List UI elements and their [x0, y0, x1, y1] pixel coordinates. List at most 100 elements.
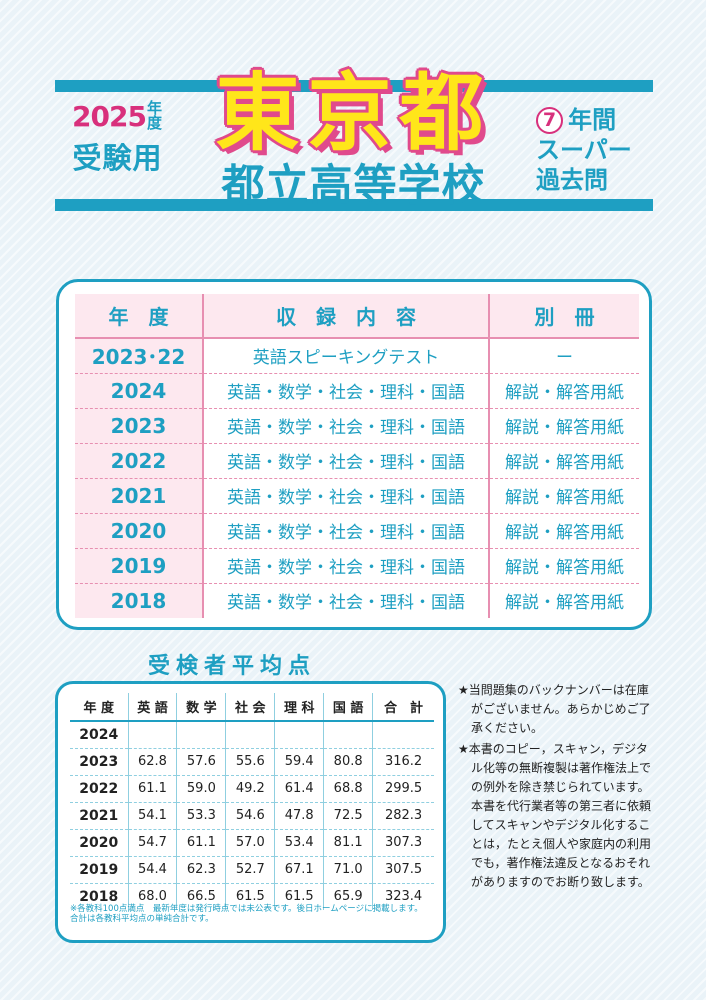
avg-japanese: 81.1	[323, 829, 373, 857]
row-year: 2022	[75, 443, 203, 479]
avg-total: 307.3	[372, 829, 434, 857]
avg-japanese: 72.5	[323, 802, 373, 830]
row-year: 2023	[75, 408, 203, 444]
row-subjects: 英語・数学・社会・理科・国語	[202, 548, 489, 584]
row-supplement: ー	[488, 338, 639, 374]
avg-total: 316.2	[372, 748, 434, 776]
header-contents: 収 録 内 容	[202, 294, 489, 339]
contents-row: 2024 英語・数学・社会・理科・国語 解説・解答用紙	[75, 373, 639, 409]
row-subjects: 英語・数学・社会・理科・国語	[202, 513, 489, 549]
avg-japanese: 80.8	[323, 748, 373, 776]
avg-year: 2021	[70, 802, 128, 830]
average-row: 2024	[70, 721, 434, 749]
avg-english: 54.7	[127, 829, 177, 857]
side-notes: ★当問題集のバックナンバーは在庫がございません。あらかじめご了承ください。 ★本…	[458, 681, 658, 894]
contents-row: 2019 英語・数学・社会・理科・国語 解説・解答用紙	[75, 548, 639, 584]
avg-total: 307.5	[372, 856, 434, 884]
avg-english: 68.0	[127, 883, 177, 910]
year-suffix: 年度	[146, 99, 162, 132]
header-year: 年 度	[75, 294, 203, 339]
row-subjects: 英語・数学・社会・理科・国語	[202, 443, 489, 479]
row-year: 2023･22	[75, 338, 203, 374]
avg-english: 54.4	[127, 856, 177, 884]
header-left-block: 2025年度 受験用	[55, 100, 180, 192]
contents-row: 2018 英語・数学・社会・理科・国語 解説・解答用紙	[75, 583, 639, 618]
average-score-panel: 年 度 英 語 数 学 社 会 理 科 国 語 合 計 2024 2023	[55, 681, 446, 943]
row-subjects: 英語・数学・社会・理科・国語	[202, 373, 489, 409]
avg-social: 52.7	[225, 856, 275, 884]
avg-japanese	[323, 721, 373, 749]
side-note-backnumber: ★当問題集のバックナンバーは在庫がございません。あらかじめご了承ください。	[458, 683, 651, 735]
average-row: 2022 61.1 59.0 49.2 61.4 68.8 299.5	[70, 775, 434, 803]
average-note-2: 合計は各教科平均点の単純合計です。	[70, 914, 214, 924]
years-number-badge: 7	[536, 107, 563, 134]
row-year: 2024	[75, 373, 203, 409]
contents-panel: 年 度 収 録 内 容 別 冊 2023･22 英語スピーキングテスト ー 20…	[56, 279, 652, 630]
average-row: 2021 54.1 53.3 54.6 47.8 72.5 282.3	[70, 802, 434, 830]
title-block: 東京都 都立高等学校	[186, 66, 521, 212]
kako-label: 過去問	[536, 166, 608, 194]
avg-social: 57.0	[225, 829, 275, 857]
avg-english	[127, 721, 177, 749]
header-band-bottom	[55, 199, 653, 211]
side-note-copyright: ★本書のコピー，スキャン，デジタル化等の無断複製は著作権法上での例外を除き禁じら…	[458, 742, 652, 889]
avg-science: 61.5	[274, 883, 324, 910]
avg-social: 55.6	[225, 748, 275, 776]
contents-row: 2023 英語・数学・社会・理科・国語 解説・解答用紙	[75, 408, 639, 444]
contents-row: 2020 英語・数学・社会・理科・国語 解説・解答用紙	[75, 513, 639, 549]
avg-year: 2022	[70, 775, 128, 803]
title-main: 東京都	[215, 64, 492, 162]
row-year: 2021	[75, 478, 203, 514]
row-year: 2019	[75, 548, 203, 584]
avg-japanese: 71.0	[323, 856, 373, 884]
avg-math: 53.3	[176, 802, 226, 830]
avg-japanese: 68.8	[323, 775, 373, 803]
avg-year: 2020	[70, 829, 128, 857]
row-supplement: 解説・解答用紙	[488, 513, 639, 549]
average-score-table: 年 度 英 語 数 学 社 会 理 科 国 語 合 計 2024 2023	[70, 693, 434, 910]
avg-header-math: 数 学	[176, 693, 226, 722]
row-supplement: 解説・解答用紙	[488, 548, 639, 584]
row-year: 2018	[75, 583, 203, 618]
row-year: 2020	[75, 513, 203, 549]
average-header-row: 年 度 英 語 数 学 社 会 理 科 国 語 合 計	[70, 693, 434, 722]
avg-social: 49.2	[225, 775, 275, 803]
avg-science: 53.4	[274, 829, 324, 857]
avg-science	[274, 721, 324, 749]
avg-total	[372, 721, 434, 749]
row-subjects: 英語・数学・社会・理科・国語	[202, 478, 489, 514]
juken-label: 受験用	[72, 141, 163, 175]
average-row: 2023 62.8 57.6 55.6 59.4 80.8 316.2	[70, 748, 434, 776]
avg-header-science: 理 科	[274, 693, 324, 722]
header-band-top	[55, 80, 653, 92]
year-line: 2025年度	[55, 100, 180, 133]
avg-year: 2023	[70, 748, 128, 776]
avg-english: 62.8	[127, 748, 177, 776]
header-right-block: 7 年間 スーパー 過去問	[528, 100, 653, 194]
contents-row: 2022 英語・数学・社会・理科・国語 解説・解答用紙	[75, 443, 639, 479]
avg-japanese: 65.9	[323, 883, 373, 910]
avg-total: 282.3	[372, 802, 434, 830]
years-line: 7 年間	[536, 100, 653, 135]
contents-header-row: 年 度 収 録 内 容 別 冊	[75, 294, 639, 339]
row-subjects: 英語・数学・社会・理科・国語	[202, 583, 489, 618]
avg-math: 61.1	[176, 829, 226, 857]
avg-social	[225, 721, 275, 749]
average-notes: ※各教科100点満点 最新年度は発行時点では未公表です。後日ホームページに掲載し…	[70, 904, 440, 924]
avg-total: 299.5	[372, 775, 434, 803]
avg-science: 61.4	[274, 775, 324, 803]
avg-math	[176, 721, 226, 749]
avg-header-social: 社 会	[225, 693, 275, 722]
years-label: 年間	[568, 106, 617, 134]
contents-table: 年 度 収 録 内 容 別 冊 2023･22 英語スピーキングテスト ー 20…	[75, 294, 639, 618]
avg-header-year: 年 度	[70, 693, 128, 722]
avg-social: 54.6	[225, 802, 275, 830]
average-note-1: ※各教科100点満点 最新年度は発行時点では未公表です。後日ホームページに掲載し…	[70, 904, 423, 914]
avg-social: 61.5	[225, 883, 275, 910]
super-label: スーパー	[536, 136, 632, 164]
avg-english: 54.1	[127, 802, 177, 830]
contents-row: 2023･22 英語スピーキングテスト ー	[75, 338, 639, 374]
row-subjects: 英語スピーキングテスト	[202, 338, 489, 374]
avg-science: 67.1	[274, 856, 324, 884]
row-supplement: 解説・解答用紙	[488, 443, 639, 479]
